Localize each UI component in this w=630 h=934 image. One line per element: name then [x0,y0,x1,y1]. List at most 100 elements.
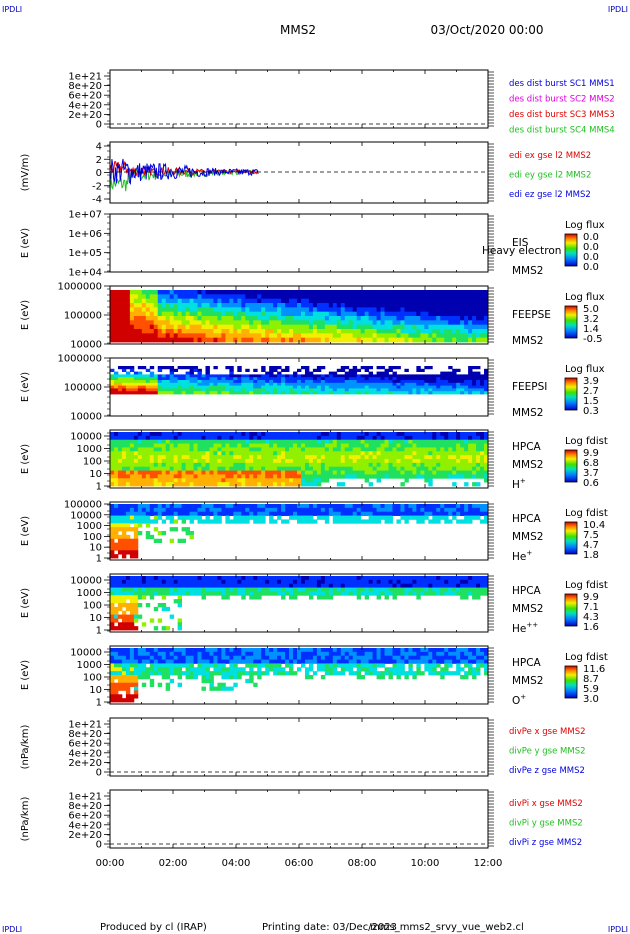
spectrogram-cell [113,686,119,691]
spectrogram-cell [209,576,214,581]
spectrogram-cell [440,455,445,460]
spectrogram-cell [348,519,354,524]
species-charge: + [520,477,526,485]
spectrogram-cell [340,290,346,295]
spectrogram-cell [408,377,413,381]
spectrogram-cell [464,337,469,343]
spectrogram-cell [137,388,143,392]
spectrogram-cell [404,329,409,334]
spectrogram-cell [241,595,246,600]
spectrogram-cell [261,374,266,378]
colorbar-tick-label: 0.0 [583,262,599,273]
spectrogram-cell [110,519,115,524]
spectrogram-cell [412,455,417,460]
spectrogram-cell [388,385,393,389]
spectrogram-cell [332,307,338,313]
spectrogram-cell [388,311,393,317]
spectrogram-cell [308,290,314,295]
spectrogram-cell [121,482,127,487]
spectrogram-cell [161,474,167,479]
spectrogram-cell [428,583,433,588]
spectrogram-cell [153,439,159,444]
spectrogram-cell [145,504,151,509]
spectrogram-cell [472,435,477,441]
spectrogram-cell [468,324,473,330]
spectrogram-cell [233,451,238,456]
spectrogram-cell [193,504,198,509]
spectrogram-cell [340,311,346,317]
spectrogram-cell [265,511,270,516]
spectrogram-cell [117,576,123,581]
spectrogram-cell [404,583,409,588]
spectrogram-cell [205,511,210,516]
spectrogram-cell [245,380,250,384]
spectrogram-cell [404,579,409,585]
spectrogram-cell [233,478,238,483]
spectrogram-cell [169,366,175,370]
spectrogram-cell [297,329,302,334]
spectrogram-cell [217,329,222,334]
spectrogram-cell [289,380,294,384]
spectrogram-cell [185,333,190,339]
spectrogram-cell [320,298,326,304]
spectrogram-cell [289,388,294,392]
spectrogram-cell [149,447,155,452]
panel-instrument-label: MMS2 [512,265,543,277]
spectrogram-cell [121,466,127,471]
spectrogram-cell [396,377,401,381]
spectrogram-cell [233,303,238,308]
spectrogram-cell [316,320,322,326]
spectrogram-cell [189,504,194,509]
spectrogram-cell [320,478,326,483]
spectrogram-cell [412,432,417,437]
colorbar-title: Log fdist [565,508,608,519]
spectrogram-cell [269,519,274,524]
spectrogram-cell [380,303,385,308]
spectrogram-cell [181,470,186,475]
spectrogram-cell [201,388,206,392]
spectrogram-cell [392,290,397,295]
spectrogram-cell [133,694,139,699]
spectrogram-cell [396,311,401,317]
spectrogram-cell [448,294,453,300]
spectrogram-cell [217,303,222,308]
spectrogram-cell [113,451,119,456]
spectrogram-cell [340,380,346,384]
spectrogram-cell [472,462,477,468]
colorbar-tick-label: 1.6 [583,622,599,633]
spectrogram-cell [316,583,322,588]
spectrogram-cell [484,583,489,588]
spectrogram-cell [324,459,330,464]
spectrogram-cell [340,511,346,516]
spectrogram-cell [316,380,322,384]
spectrogram-cell [424,337,429,343]
spectrogram-cell [205,329,210,334]
spectrogram-cell [273,504,278,509]
spectrogram-cell [177,324,183,330]
spectrogram-cell [113,482,119,487]
spectrogram-cell [328,290,334,295]
spectrogram-cell [316,576,322,581]
spectrogram-cell [416,466,421,471]
spectrogram-cell [412,320,417,326]
spectrogram-cell [205,435,210,441]
spectrogram-cell [197,474,202,479]
spectrogram-cell [300,470,306,475]
spectrogram-cell [161,587,167,592]
spectrogram-cell [249,333,254,339]
spectrogram-cell [297,388,302,392]
spectrogram-cell [336,333,342,339]
spectrogram-cell [169,329,175,334]
spectrogram-cell [269,294,274,300]
spectrogram-cell [137,316,143,321]
spectrogram-cell [312,504,318,509]
spectrogram-cell [428,579,433,585]
spectrogram-cell [129,391,135,395]
spectrogram-cell [328,591,334,596]
spectrogram-cell [113,659,119,664]
spectrogram-cell [432,391,437,395]
spectrogram-cell [404,337,409,343]
spectrogram-cell [396,324,401,330]
spectrogram-cell [297,316,302,321]
spectrogram-cell [368,579,374,585]
